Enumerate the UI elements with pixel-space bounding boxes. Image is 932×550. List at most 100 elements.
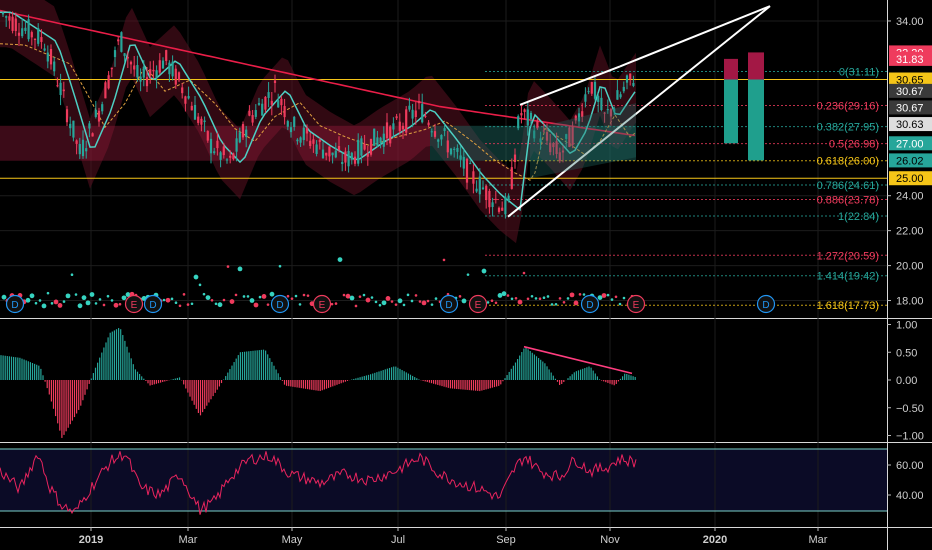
event-marker-dividend[interactable]: D	[580, 294, 600, 314]
candle-body	[97, 110, 101, 122]
volume-dot	[102, 303, 106, 307]
candle-body	[529, 112, 533, 120]
candle-body	[165, 50, 168, 61]
price-tag	[889, 72, 932, 87]
candle-body	[187, 96, 190, 99]
fib-label: 0.786(24.61)	[817, 180, 879, 192]
fib-label: 1.414(19.42)	[817, 271, 879, 283]
candle-body	[552, 143, 555, 148]
event-letter: E	[319, 300, 326, 311]
time-label: 2019	[79, 534, 103, 546]
candle-body	[603, 112, 606, 114]
candle-body	[245, 129, 248, 138]
candle-body	[302, 127, 305, 141]
volume-dot	[237, 266, 243, 272]
price-tag-label: 27.00	[896, 138, 924, 150]
candle-body	[283, 106, 286, 118]
time-label: Jul	[391, 534, 405, 546]
oscillator-pane	[0, 328, 636, 438]
price-tag	[889, 171, 932, 186]
price-tag-label: 30.67	[896, 102, 924, 114]
time-axis[interactable]: 2019 Mar May Jul Sep Nov 2020 Mar	[79, 527, 828, 546]
volume-dot	[253, 302, 259, 308]
candle-body	[488, 190, 491, 208]
candle-body	[337, 145, 341, 151]
candle-body	[94, 109, 97, 117]
volume-dot	[562, 300, 566, 304]
candle-body	[558, 152, 561, 162]
projection-bar-red[interactable]	[748, 52, 764, 80]
volume-dot	[261, 294, 267, 299]
volume-dot	[53, 299, 59, 305]
candle-body	[142, 66, 145, 78]
candle-body	[126, 56, 129, 59]
candle-body	[59, 82, 62, 95]
wedge-drawing[interactable]	[507, 5, 771, 218]
candle-body	[139, 76, 142, 82]
ma-50-line	[0, 43, 636, 181]
fib-label: 0(31.11)	[839, 66, 879, 78]
candle-body	[56, 85, 59, 87]
ma-20-line	[0, 11, 636, 212]
candle-body	[417, 101, 421, 104]
time-label: Nov	[600, 534, 620, 546]
candle-body	[622, 86, 625, 92]
projection-bar-red[interactable]	[724, 58, 738, 80]
event-marker-earnings[interactable]: E	[468, 294, 488, 314]
candle-body	[501, 207, 504, 211]
volume-dot	[530, 294, 534, 298]
candle-body	[424, 115, 427, 117]
wedge-extension-line[interactable]	[619, 5, 771, 68]
wedge-lower-line[interactable]	[507, 5, 771, 218]
event-marker-dividend[interactable]: D	[143, 294, 163, 314]
candle-body	[321, 149, 325, 159]
volume-dot	[614, 295, 618, 299]
candle-body	[293, 116, 296, 128]
candle-body	[213, 151, 216, 154]
price-tag	[889, 83, 932, 98]
candle-body	[523, 109, 526, 112]
candle-body	[171, 61, 174, 77]
volume-dot	[306, 294, 310, 297]
event-marker-dividend[interactable]: D	[756, 294, 776, 314]
wedge-upper-line[interactable]	[519, 65, 621, 106]
event-marker-earnings[interactable]: E	[626, 294, 646, 314]
candle-body	[331, 152, 334, 156]
event-marker-dividend[interactable]: D	[270, 294, 290, 314]
volume-dot	[98, 298, 102, 301]
candle-body	[232, 153, 235, 160]
volume-dot	[62, 300, 66, 303]
volume-dot	[446, 292, 450, 296]
projection-bar-green[interactable]	[748, 79, 764, 161]
event-marker-dividend[interactable]: D	[439, 294, 459, 314]
volume-dot	[526, 297, 530, 301]
volume-dot	[342, 293, 346, 297]
time-label: Mar	[179, 534, 198, 546]
candle-body	[5, 16, 8, 18]
fib-label: 0.236(29.16)	[817, 101, 879, 113]
candle-body	[229, 155, 232, 158]
event-marker-earnings[interactable]: E	[312, 294, 332, 314]
candle-body	[513, 154, 517, 163]
event-circle	[756, 294, 776, 314]
candle-body	[545, 132, 549, 141]
candle-body	[81, 139, 85, 157]
volume-dot	[178, 304, 182, 308]
event-marker-dividend[interactable]: D	[5, 294, 25, 314]
candle-body	[62, 89, 65, 92]
candle-body	[155, 70, 158, 79]
projection-bars[interactable]	[724, 52, 764, 161]
candle-body	[616, 90, 619, 100]
event-letter: D	[11, 300, 18, 311]
price-axis[interactable]: 34.00 24.00 22.00 20.00 18.00 1.00 0.50 0.00 −0.…	[887, 16, 924, 502]
fib-label: 1.618(17.73)	[817, 300, 879, 312]
candle-body	[65, 109, 69, 123]
candle-body	[542, 130, 545, 132]
candle-body	[625, 75, 629, 83]
candle-body	[88, 123, 91, 129]
candle-body	[341, 161, 344, 165]
projection-bar-green[interactable]	[724, 79, 738, 144]
event-marker-earnings[interactable]: E	[124, 294, 144, 314]
